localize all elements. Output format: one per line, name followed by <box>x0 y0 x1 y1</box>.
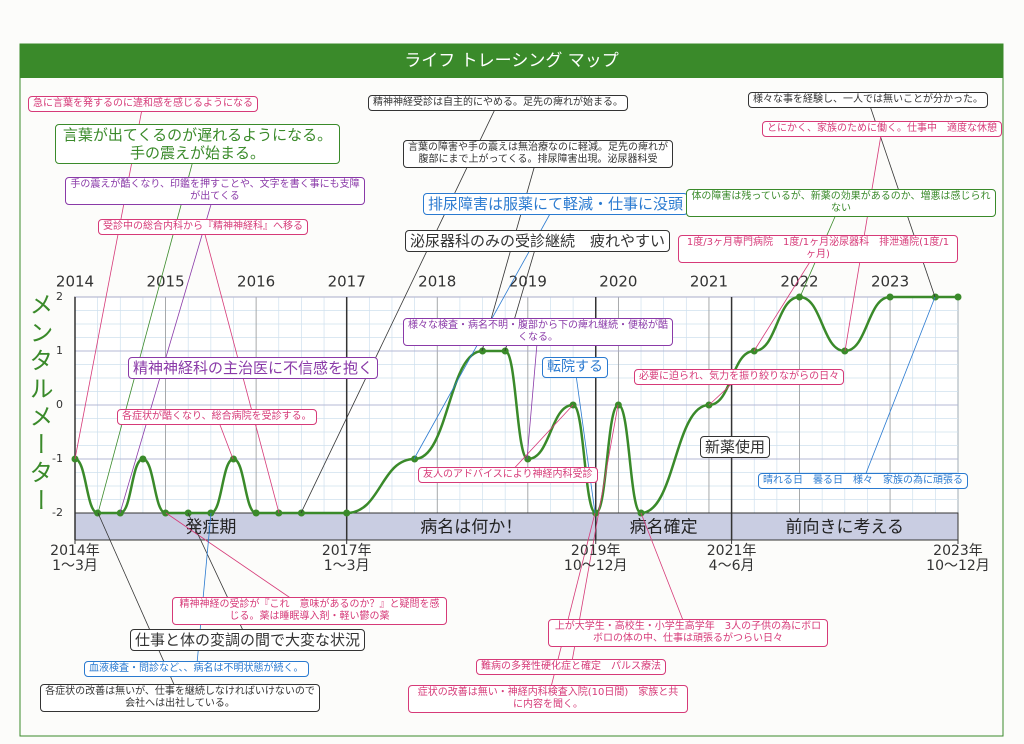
point <box>411 455 419 463</box>
annotation: 仕事と体の変調の間で大変な状況 <box>130 629 366 651</box>
annotation: 1度/3ヶ月専門病院 1度/1ヶ月泌尿器科 排泄通院(1度/1ヶ月) <box>678 235 958 263</box>
leader-line <box>507 404 574 476</box>
leader-line <box>165 512 310 612</box>
annotation: 友人のアドバイスにより神経内科受診 <box>418 467 598 483</box>
leader-line <box>97 143 198 514</box>
point <box>954 293 962 301</box>
annotation: 各症状の改善は無いが、仕事を継続しなければいけないので会社へは出社している。 <box>40 684 320 712</box>
point <box>592 509 600 517</box>
annotation: 転院する <box>542 357 608 378</box>
annotation: 症状の改善は無い・神経内科検査入院(10日間) 家族と共に内容を聞く。 <box>408 685 688 713</box>
phase-label: 病名は何か！ <box>420 518 522 538</box>
point <box>931 293 939 301</box>
annotation: 必要に迫られ、気力を振り絞りながらの日々 <box>634 369 845 385</box>
period-label: 2023年 10～12月 <box>926 543 990 575</box>
leader-line <box>640 512 689 634</box>
phase-label: 発症期 <box>185 518 236 538</box>
point <box>841 347 849 355</box>
x-tick-label: 2023 <box>871 273 909 291</box>
annotation: 様々な検査・病名不明・腹部から下の痺れ継続・便秘が酷くなる。 <box>403 318 673 346</box>
period-label: 2021年 4～6月 <box>706 543 757 575</box>
leader-line <box>574 367 596 514</box>
annotation: 血液検査・問診など、、病名は不明状態が続く。 <box>84 661 309 677</box>
annotation: 手の震えが酷くなり、印鑑を押すことや、文字を書く事にも支障が出てくる <box>65 177 365 205</box>
x-tick-label: 2015 <box>146 273 184 291</box>
annotation: 言葉の障害や手の震えは無治療なのに軽減。足先の痺れが腹部にまで上がってくる。排尿… <box>403 140 673 168</box>
phase-label: 病名確定 <box>630 518 698 538</box>
leader-line <box>526 331 539 460</box>
point <box>796 293 804 301</box>
y-tick-label: -2 <box>52 506 63 519</box>
annotation: 精神神経科の主治医に不信感を抱く <box>128 357 379 379</box>
y-tick-label: -1 <box>52 452 63 465</box>
point <box>252 509 260 517</box>
phase-label: 前向きに考える <box>786 518 905 538</box>
period-label: 2014年 1～3月 <box>50 543 100 575</box>
annotation: 言葉が出てくるのが遅れるようになる。手の震えが始まる。 <box>55 124 340 164</box>
annotation: 様々な事を経験し、一人では無いことが分かった。 <box>748 92 988 108</box>
annotation: 難病の多発性硬化症と確定 パルス療法 <box>476 659 666 675</box>
point <box>139 455 147 463</box>
x-tick-label: 2017 <box>328 273 366 291</box>
point <box>229 455 237 463</box>
phase-band <box>731 512 959 541</box>
period-label: 2019年 10～12月 <box>563 543 628 575</box>
y-tick-label: 1 <box>56 344 63 357</box>
annotation: 急に言葉を発するのに違和感を感じるようになる <box>28 96 258 112</box>
y-axis-title: メンタルメーター <box>25 292 53 516</box>
annotation: 各症状が酷くなり、総合病院を受診する。 <box>117 409 317 425</box>
y-tick-label: 0 <box>56 398 63 411</box>
leader-line <box>753 248 819 352</box>
point <box>94 509 102 517</box>
x-tick-label: 2021 <box>690 273 728 291</box>
point <box>524 455 532 463</box>
annotation: 排尿障害は服薬にて軽減・仕事に没頭 <box>423 193 689 215</box>
point <box>614 401 622 409</box>
leader-line <box>862 296 936 482</box>
phase-band <box>346 512 597 541</box>
x-tick-label: 2018 <box>418 273 456 291</box>
point <box>479 347 487 355</box>
x-tick-label: 2014 <box>56 273 94 291</box>
point <box>343 509 351 517</box>
annotation: 受診中の総合内科から『精神神経科』へ移る <box>98 219 308 235</box>
x-tick-label: 2020 <box>599 273 637 291</box>
chart-title: ライフ トレーシング マップ <box>20 44 1003 78</box>
annotation: 体の障害は残っているが、新薬の効果があるのか、増悪は感じられない <box>686 189 996 217</box>
period-label: 2017年 1～3月 <box>321 543 372 575</box>
point <box>886 293 894 301</box>
annotation: 精神神経受診は自主的にやめる。足先の痺れが始まる。 <box>368 95 628 111</box>
annotation: 泌尿器科のみの受診継続 疲れやすい <box>405 230 671 252</box>
leader-line <box>300 102 499 514</box>
x-tick-label: 2019 <box>509 273 547 291</box>
annotation: 晴れる日 曇る日 様々 家族の為に頑張る <box>758 473 968 489</box>
annotation: 上が大学生・高校生・小学生高学年 3人の子供の為にボロボロの体の中、仕事は頑張る… <box>548 619 828 647</box>
leader-line <box>119 190 216 514</box>
x-tick-label: 2016 <box>237 273 275 291</box>
x-tick-label: 2022 <box>780 273 818 291</box>
annotation: とにかく、家族のために働く。仕事中 適度な休憩 <box>762 121 1002 137</box>
annotation: 新薬使用 <box>700 436 771 458</box>
annotation: 精神神経の受診が『これ 意味があるのか？』と疑問を感じる。薬は睡眠導入剤・軽い鬱… <box>172 597 447 625</box>
y-tick-label: 2 <box>56 290 63 303</box>
point <box>162 509 170 517</box>
